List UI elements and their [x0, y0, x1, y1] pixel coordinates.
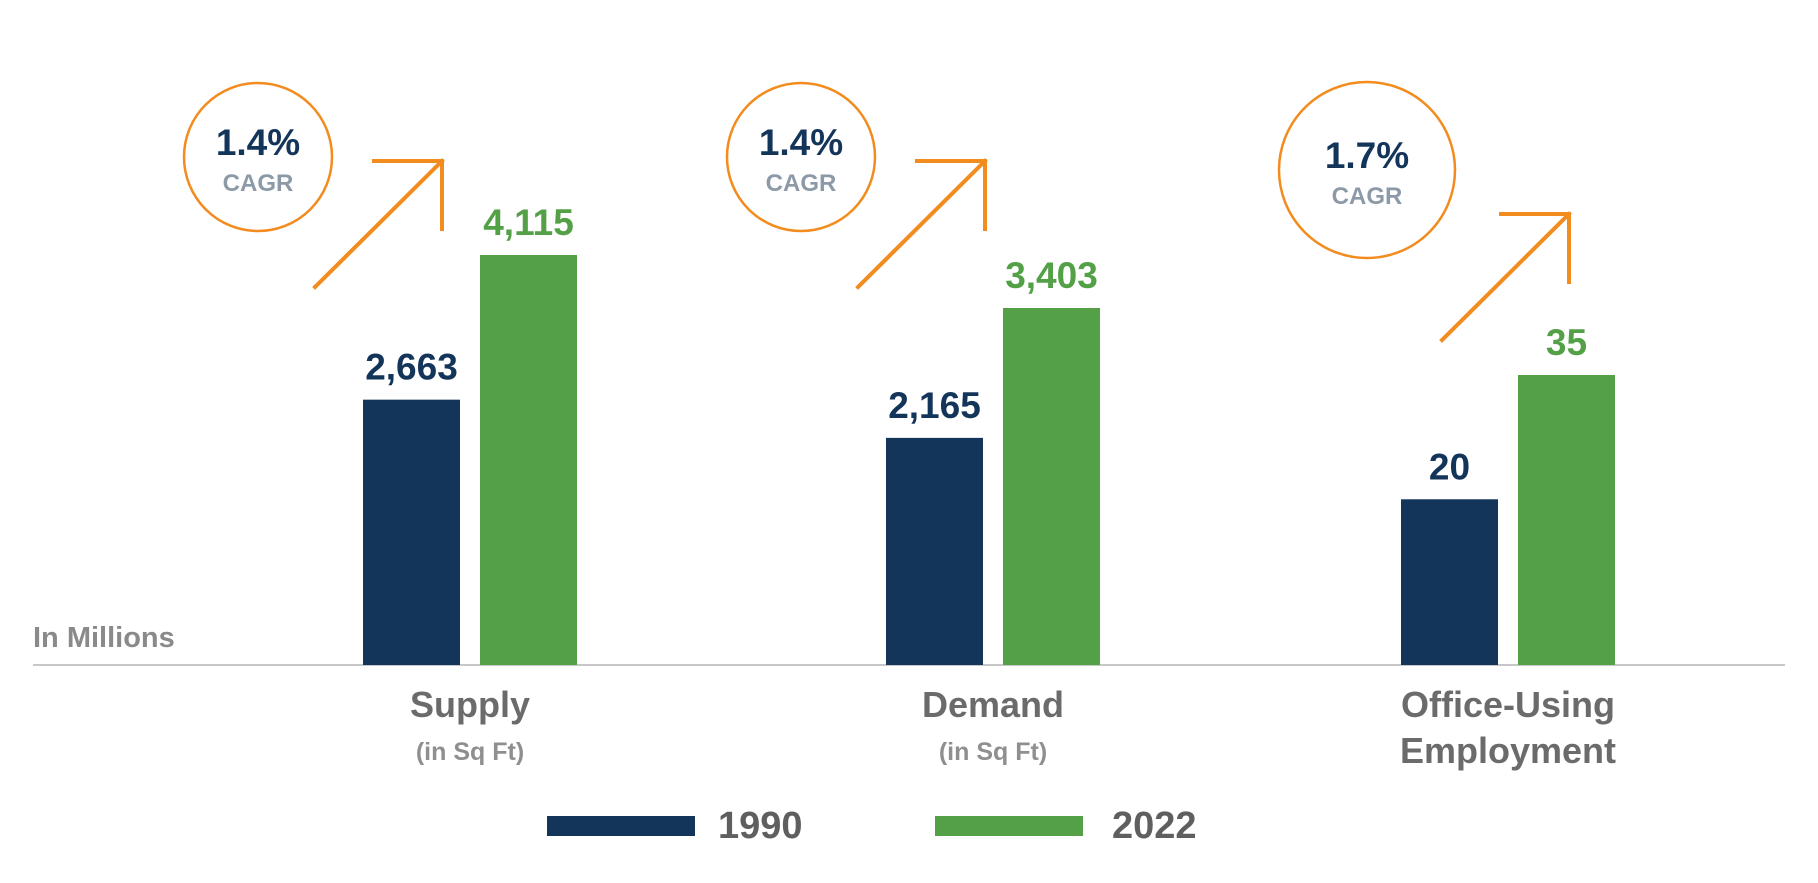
cagr-circle-office-using-employment	[1277, 80, 1457, 260]
data-label-office-using-employment-1990: 20	[1429, 446, 1470, 487]
data-label-supply-1990: 2,663	[365, 347, 458, 388]
cagr-value-demand: 1.4%	[759, 122, 843, 163]
cagr-circle-supply	[182, 81, 334, 233]
cagr-value-supply: 1.4%	[216, 122, 300, 163]
unit-label: In Millions	[33, 622, 175, 654]
growth-arrow-shaft-demand	[855, 158, 988, 290]
data-label-demand-2022: 3,403	[1005, 255, 1098, 296]
category-sublabel-demand: (in Sq Ft)	[939, 738, 1047, 766]
category-label-office-using-employment-line-1: Office-Using	[1401, 684, 1615, 725]
cagr-value-office-using-employment: 1.7%	[1325, 135, 1409, 176]
growth-arrow-head-supply	[372, 159, 444, 231]
legend-swatch-1990	[547, 816, 695, 836]
legend-label-2022: 2022	[1112, 805, 1197, 847]
cagr-label-supply: CAGR	[223, 170, 294, 197]
growth-arrow-shaft-office-using-employment	[1439, 211, 1572, 343]
cagr-label-office-using-employment: CAGR	[1332, 183, 1403, 210]
data-label-demand-1990: 2,165	[888, 385, 981, 426]
cagr-label-demand: CAGR	[766, 170, 837, 197]
category-label-supply: Supply	[410, 684, 530, 725]
bar-demand-1990	[886, 437, 983, 665]
growth-arrow-head-office-using-employment	[1499, 212, 1571, 284]
growth-arrow-shaft-supply	[312, 158, 445, 290]
bar-supply-2022	[480, 255, 577, 665]
legend-label-1990: 1990	[718, 805, 803, 847]
bar-demand-2022	[1003, 308, 1100, 665]
bar-supply-1990	[363, 399, 460, 665]
legend: 1990 2022	[547, 805, 1197, 847]
bar-office-using-employment-2022	[1518, 375, 1615, 665]
category-label-demand: Demand	[922, 684, 1064, 725]
category-label-office-using-employment-line-2: Employment	[1400, 730, 1616, 771]
legend-swatch-2022	[935, 816, 1083, 836]
data-label-office-using-employment-2022: 35	[1546, 322, 1587, 363]
bar-office-using-employment-1990	[1401, 499, 1498, 665]
category-sublabel-supply: (in Sq Ft)	[416, 738, 524, 766]
growth-arrow-head-demand	[915, 159, 987, 231]
data-label-supply-2022: 4,115	[483, 202, 574, 243]
cagr-circle-demand	[725, 81, 877, 233]
bar-groups: 2,663 4,115 Supply (in Sq Ft) 1.4% CAGR 2,165 3…	[182, 80, 1616, 771]
